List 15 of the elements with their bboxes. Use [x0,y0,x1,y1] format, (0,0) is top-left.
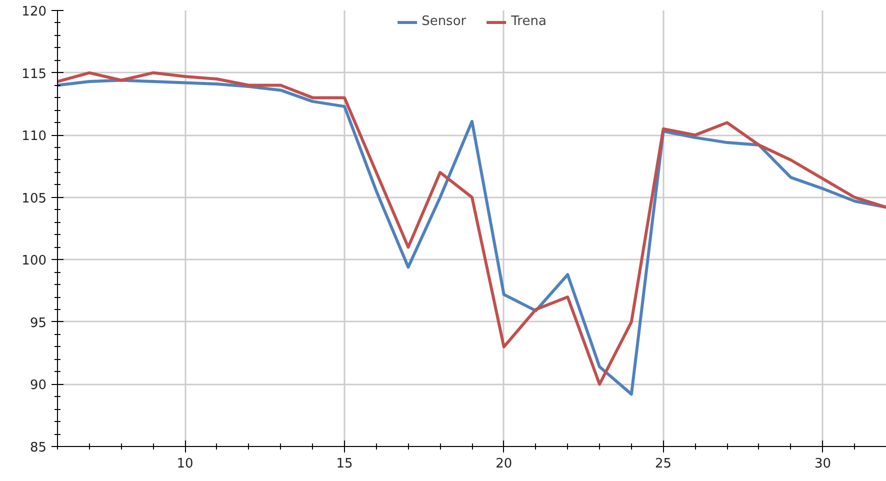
x-tick-label: 30 [814,456,832,472]
y-tick-label: 85 [30,440,47,456]
y-tick-label: 120 [22,4,47,20]
y-tick-label: 105 [22,191,47,206]
x-tick-label: 15 [336,456,353,472]
legend-label: Sensor [422,14,466,29]
y-tick-label: 95 [30,316,47,331]
y-tick-label: 90 [30,378,47,394]
y-tick-label: 110 [22,129,47,144]
legend-label: Trena [511,14,546,29]
x-tick-label: 10 [176,456,194,472]
y-tick-label: 115 [22,66,47,82]
y-tick-label: 100 [22,254,47,269]
x-tick-label: 20 [496,456,512,472]
x-tick-label: 25 [655,456,672,472]
